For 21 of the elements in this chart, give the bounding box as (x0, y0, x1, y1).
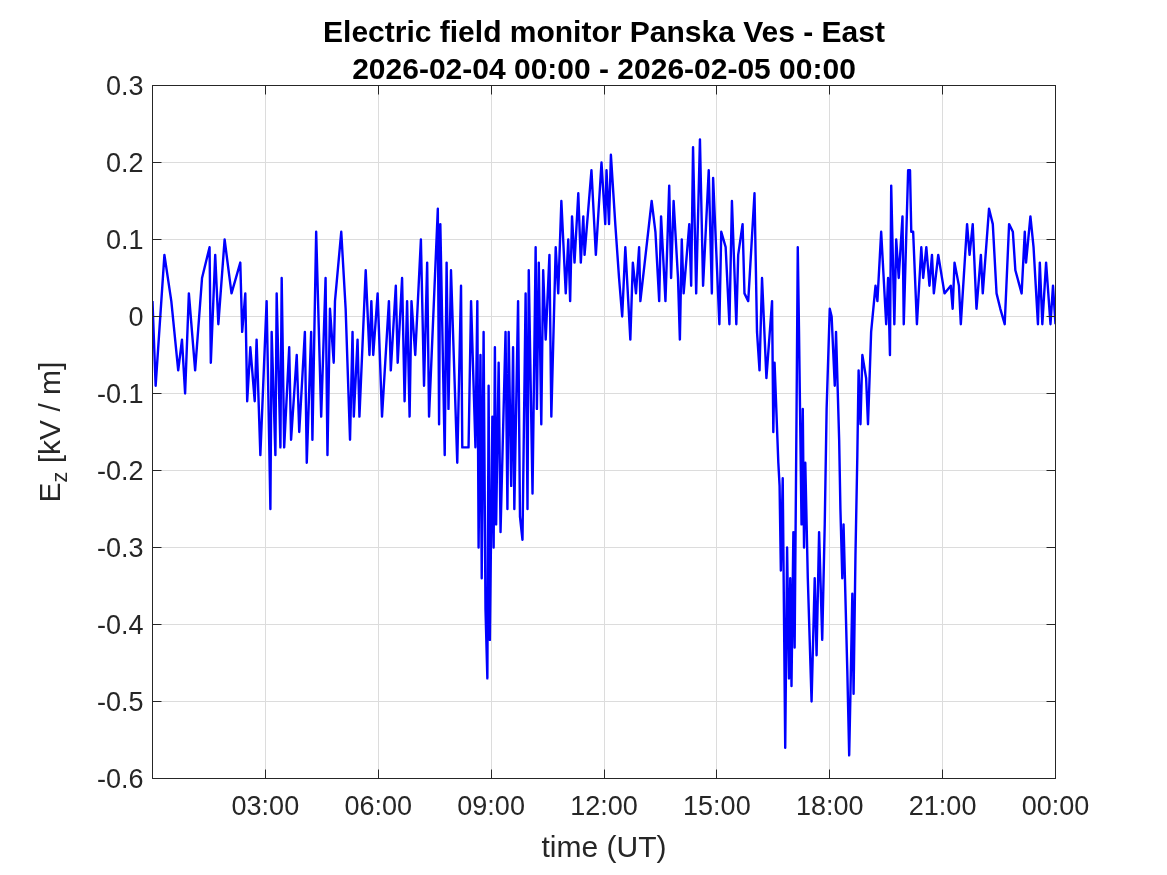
x-tick-label: 03:00 (231, 790, 300, 821)
y-tick-label: 0.1 (105, 225, 144, 255)
y-tick-label: -0.2 (96, 456, 144, 486)
y-tick-label: 0.3 (105, 71, 144, 101)
y-tick-label: -0.6 (96, 764, 144, 794)
x-tick-label: 00:00 (1021, 790, 1090, 821)
x-tick-label: 15:00 (683, 790, 751, 821)
x-tick-label: 21:00 (908, 790, 977, 821)
y-tick-label: -0.4 (96, 610, 144, 640)
x-tick-label: 18:00 (795, 790, 864, 821)
chart-title: Electric field monitor Panska Ves - East (323, 14, 885, 48)
chart-subtitle: 2026-02-04 00:00 - 2026-02-05 00:00 (352, 51, 856, 85)
y-tick-label: -0.5 (96, 687, 144, 717)
x-axis-title: time (UT) (541, 829, 667, 863)
y-tick-label: -0.1 (96, 379, 144, 409)
x-tick-label: 06:00 (344, 790, 413, 821)
x-tick-label: 09:00 (457, 790, 525, 821)
y-tick-label: -0.3 (96, 533, 144, 563)
x-tick-label: 12:00 (570, 790, 638, 821)
y-tick-label: 0.2 (105, 148, 144, 178)
y-tick-label: 0 (128, 302, 144, 332)
